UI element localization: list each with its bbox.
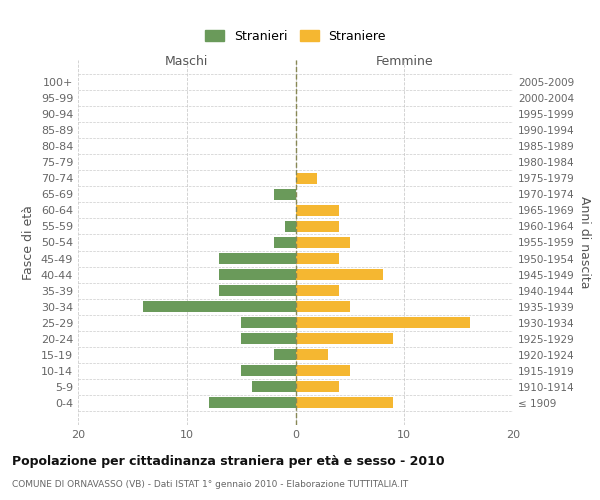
Bar [296,285,339,296]
Bar [296,397,394,408]
Bar [296,252,339,264]
Bar [296,236,350,248]
Bar [284,220,296,232]
Bar [296,204,339,216]
Bar [296,317,470,328]
Bar [252,381,296,392]
Text: Popolazione per cittadinanza straniera per età e sesso - 2010: Popolazione per cittadinanza straniera p… [12,455,445,468]
Bar [220,269,296,280]
Bar [296,301,350,312]
Bar [143,301,296,312]
Bar [274,188,296,200]
Bar [241,333,296,344]
Bar [220,285,296,296]
Bar [241,365,296,376]
Bar [296,365,350,376]
Y-axis label: Anni di nascita: Anni di nascita [578,196,591,289]
Bar [296,349,328,360]
Bar [209,397,296,408]
Bar [296,381,339,392]
Bar [296,333,394,344]
Bar [296,220,339,232]
Text: Femmine: Femmine [376,55,433,68]
Y-axis label: Fasce di età: Fasce di età [22,205,35,280]
Bar [241,317,296,328]
Text: Maschi: Maschi [165,55,208,68]
Bar [274,349,296,360]
Bar [296,172,317,184]
Bar [274,236,296,248]
Bar [296,269,383,280]
Bar [220,252,296,264]
Legend: Stranieri, Straniere: Stranieri, Straniere [201,26,390,46]
Text: COMUNE DI ORNAVASSO (VB) - Dati ISTAT 1° gennaio 2010 - Elaborazione TUTTITALIA.: COMUNE DI ORNAVASSO (VB) - Dati ISTAT 1°… [12,480,408,489]
